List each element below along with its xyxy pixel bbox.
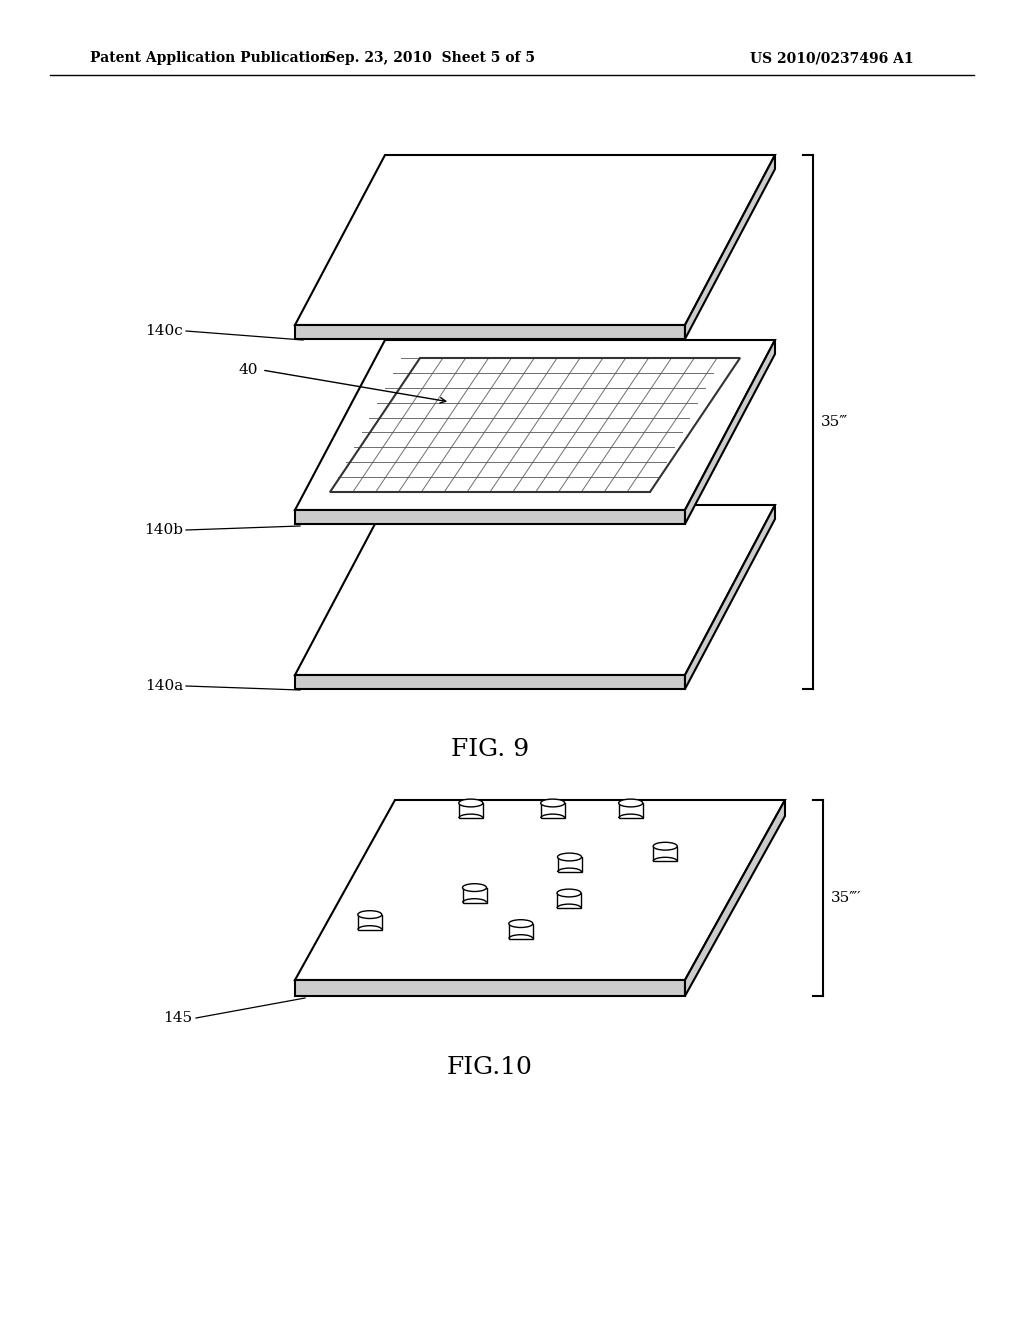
Ellipse shape <box>618 799 643 807</box>
Polygon shape <box>618 803 643 818</box>
Text: US 2010/0237496 A1: US 2010/0237496 A1 <box>750 51 913 65</box>
Polygon shape <box>463 887 486 903</box>
Text: FIG. 9: FIG. 9 <box>451 738 529 760</box>
Text: 40: 40 <box>239 363 258 378</box>
Polygon shape <box>685 341 775 524</box>
Ellipse shape <box>653 842 677 850</box>
Polygon shape <box>295 979 685 997</box>
Ellipse shape <box>509 920 532 928</box>
Ellipse shape <box>541 799 564 807</box>
Text: 35‴: 35‴ <box>821 414 848 429</box>
Polygon shape <box>295 341 775 510</box>
Polygon shape <box>295 154 775 325</box>
Text: 35‴′: 35‴′ <box>831 891 861 906</box>
Ellipse shape <box>357 911 382 919</box>
Text: Patent Application Publication: Patent Application Publication <box>90 51 330 65</box>
Polygon shape <box>295 325 685 339</box>
Polygon shape <box>295 675 685 689</box>
Ellipse shape <box>557 853 582 861</box>
Polygon shape <box>685 800 785 997</box>
Ellipse shape <box>463 883 486 891</box>
Polygon shape <box>557 857 582 873</box>
Polygon shape <box>295 800 785 979</box>
Text: 140c: 140c <box>145 323 183 338</box>
Polygon shape <box>653 846 677 861</box>
Polygon shape <box>685 506 775 689</box>
Text: 140b: 140b <box>144 523 183 537</box>
Text: Sep. 23, 2010  Sheet 5 of 5: Sep. 23, 2010 Sheet 5 of 5 <box>326 51 535 65</box>
Polygon shape <box>459 803 482 818</box>
Polygon shape <box>557 894 581 908</box>
Text: 145: 145 <box>163 1011 193 1026</box>
Ellipse shape <box>557 890 581 896</box>
Polygon shape <box>295 506 775 675</box>
Polygon shape <box>541 803 564 818</box>
Ellipse shape <box>459 799 482 807</box>
Polygon shape <box>685 154 775 339</box>
Text: FIG.10: FIG.10 <box>447 1056 532 1080</box>
Text: 140a: 140a <box>144 678 183 693</box>
Polygon shape <box>295 510 685 524</box>
Polygon shape <box>509 924 532 939</box>
Polygon shape <box>357 915 382 929</box>
